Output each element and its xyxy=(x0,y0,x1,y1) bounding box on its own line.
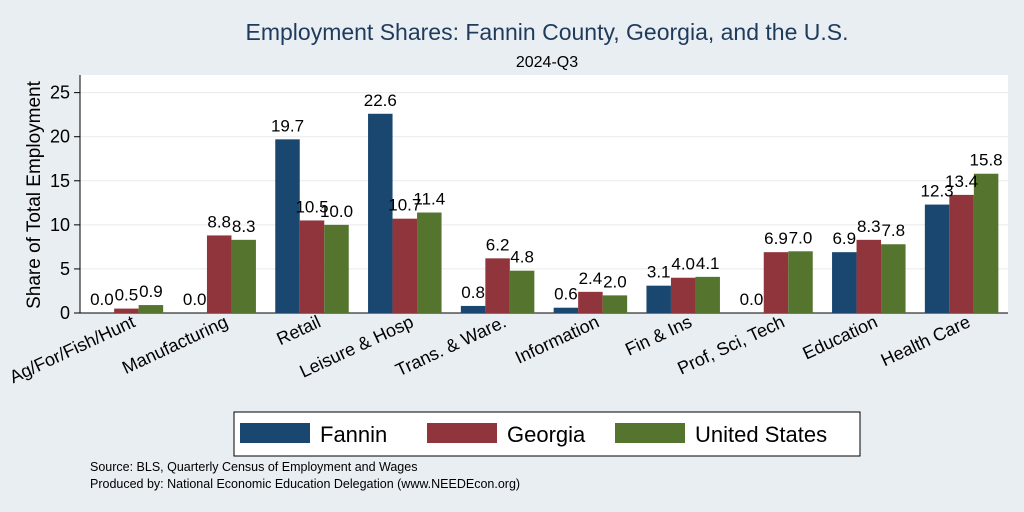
data-label: 6.2 xyxy=(486,235,510,254)
legend: Fannin Georgia United States xyxy=(233,411,861,457)
data-label: 15.8 xyxy=(970,151,1003,170)
data-label: 0.0 xyxy=(90,290,114,309)
data-label: 4.8 xyxy=(510,248,534,267)
data-label: 8.3 xyxy=(232,217,256,236)
bar-united-states xyxy=(417,212,442,313)
data-label: 2.4 xyxy=(579,269,603,288)
legend-label: Georgia xyxy=(507,422,586,447)
legend-swatch xyxy=(615,423,685,443)
bar-united-states xyxy=(695,276,720,313)
data-label: 6.9 xyxy=(764,229,788,248)
data-label: 4.0 xyxy=(671,255,695,274)
legend-label: United States xyxy=(695,422,827,447)
data-label: 4.1 xyxy=(696,254,720,273)
y-axis-label: Share of Total Employment xyxy=(24,80,45,308)
bar-fannin xyxy=(275,139,300,313)
bar-united-states xyxy=(788,251,813,313)
bar-united-states xyxy=(138,305,164,313)
bar-fannin xyxy=(368,113,393,313)
data-label: 0.9 xyxy=(139,282,163,301)
bar-georgia xyxy=(949,194,974,313)
source-note: Source: BLS, Quarterly Census of Employm… xyxy=(90,460,417,474)
bar-fannin xyxy=(832,252,857,313)
data-label: 22.6 xyxy=(364,91,397,110)
data-label: 2.0 xyxy=(603,272,627,291)
bar-fannin xyxy=(553,307,579,313)
data-label: 7.8 xyxy=(881,221,905,240)
chart-subtitle: 2024-Q3 xyxy=(516,54,578,71)
legend-box xyxy=(233,411,861,457)
y-tick-label: 0 xyxy=(60,303,70,323)
bar-united-states xyxy=(324,224,349,313)
bar-georgia xyxy=(856,239,882,313)
bar-georgia xyxy=(114,308,139,313)
data-label: 8.3 xyxy=(857,217,881,236)
data-label: 7.0 xyxy=(789,228,813,247)
data-label: 0.0 xyxy=(740,290,764,309)
bar-united-states xyxy=(973,173,999,313)
bar-united-states xyxy=(602,295,628,313)
y-tick-label: 15 xyxy=(50,171,70,191)
bar-fannin xyxy=(460,305,486,313)
y-tick-label: 10 xyxy=(50,215,70,235)
bar-united-states xyxy=(881,244,906,313)
y-tick-label: 25 xyxy=(50,83,70,103)
data-label: 6.9 xyxy=(832,229,856,248)
produced-by-note: Produced by: National Economic Education… xyxy=(90,477,520,491)
data-label: 11.4 xyxy=(413,190,445,209)
data-label: 10.5 xyxy=(295,197,328,216)
data-label: 19.7 xyxy=(271,116,304,135)
bars xyxy=(114,113,999,313)
bar-georgia xyxy=(763,252,789,313)
bar-fannin xyxy=(646,285,671,313)
data-label: 13.4 xyxy=(945,172,978,191)
y-tick-label: 20 xyxy=(50,127,70,147)
data-label: 0.6 xyxy=(554,285,578,304)
bar-united-states xyxy=(231,239,256,313)
data-labels: 0.0 0.5 0.9 0.08.8 8.319.710.510.022.610.711… xyxy=(90,91,1003,309)
data-label: 10.0 xyxy=(320,202,353,221)
data-label: 3.1 xyxy=(647,263,671,282)
bar-georgia xyxy=(485,258,510,313)
bar-georgia xyxy=(299,220,325,313)
data-label: 0.8 xyxy=(461,283,485,302)
data-label: 12.3 xyxy=(921,182,954,201)
bar-united-states xyxy=(509,270,535,313)
chart-title: Employment Shares: Fannin County, Georgi… xyxy=(246,19,849,45)
bar-georgia xyxy=(206,235,232,313)
data-label: 0.5 xyxy=(115,286,139,305)
bar-georgia xyxy=(670,277,696,313)
legend-swatch xyxy=(240,423,310,443)
data-label: 0.0 xyxy=(183,290,207,309)
bar-fannin xyxy=(924,204,950,313)
bar-georgia xyxy=(392,218,418,313)
bar-georgia xyxy=(578,291,603,313)
legend-swatch xyxy=(427,423,497,443)
legend-label: Fannin xyxy=(320,422,387,447)
data-label: 8.8 xyxy=(207,212,231,231)
data-label: 10.7 xyxy=(388,196,421,215)
y-tick-label: 5 xyxy=(60,259,70,279)
